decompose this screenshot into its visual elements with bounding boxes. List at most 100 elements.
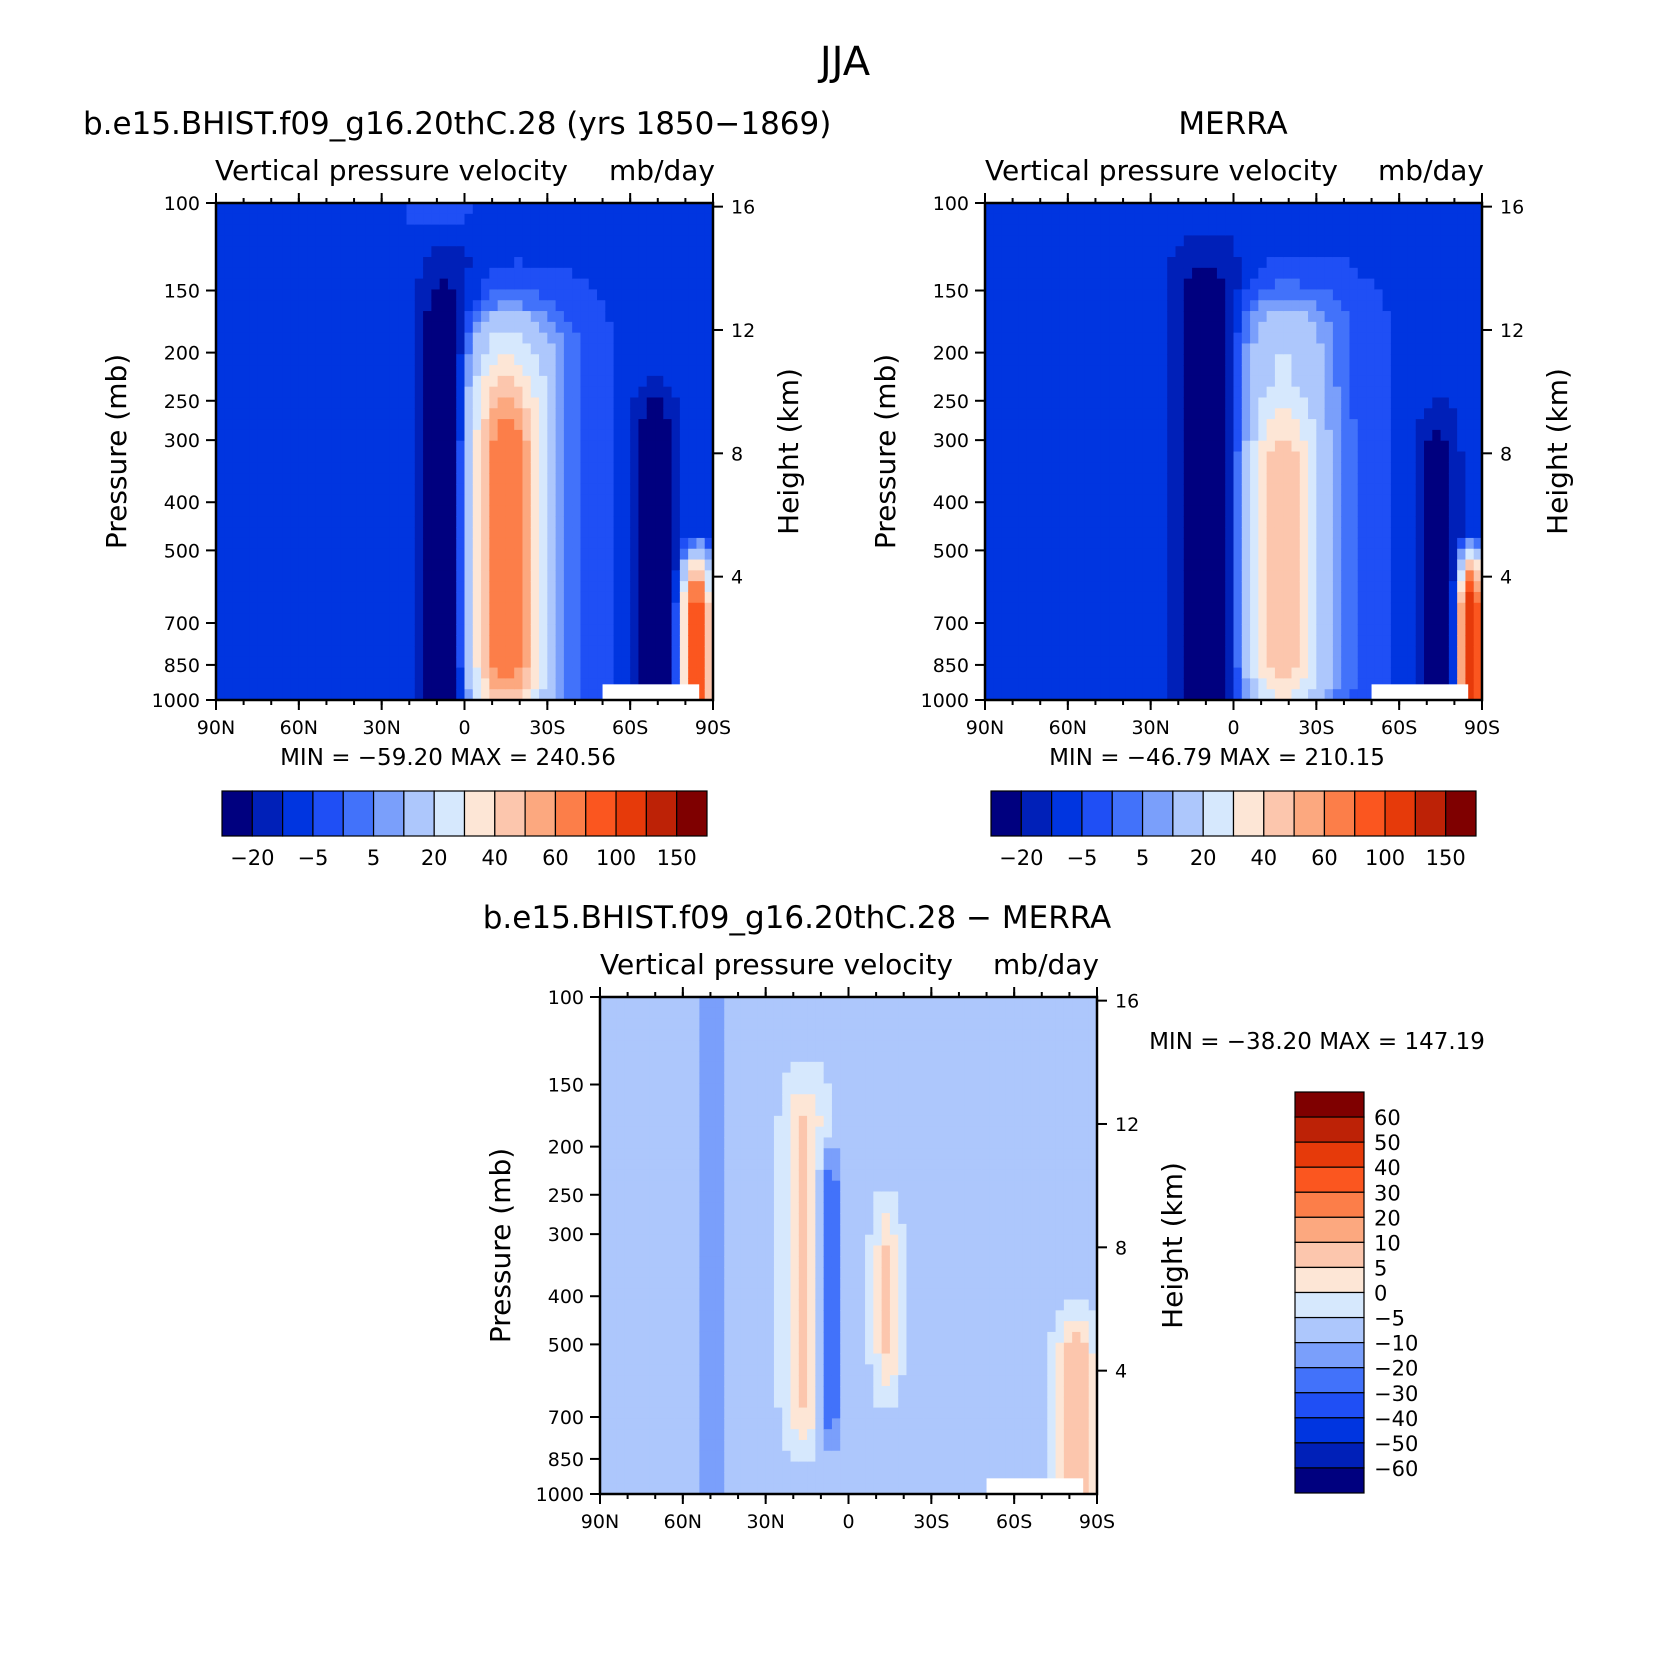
heatmap-cell <box>1009 516 1019 528</box>
heatmap-cell <box>1134 635 1143 647</box>
heatmap-cell <box>1324 300 1334 312</box>
heatmap-cell <box>1042 613 1052 625</box>
heatmap-cell <box>1200 365 1210 377</box>
heatmap-cell <box>1308 213 1317 226</box>
heatmap-cell <box>447 397 457 409</box>
heatmap-cell <box>1332 678 1342 690</box>
heatmap-cell <box>1225 645 1235 658</box>
heatmap-cell <box>1175 462 1185 474</box>
heatmap-cell <box>1225 440 1235 453</box>
heatmap-cell <box>1183 516 1193 528</box>
heatmap-cell <box>1100 624 1110 636</box>
heatmap-cell <box>224 548 234 561</box>
heatmap-cell <box>1250 246 1259 258</box>
heatmap-cell <box>1283 559 1293 571</box>
heatmap-cell <box>663 505 673 517</box>
heatmap-cell <box>1241 440 1251 453</box>
heatmap-cell <box>514 354 524 366</box>
heatmap-cell <box>514 246 524 258</box>
heatmap-cell <box>1134 257 1143 269</box>
heatmap-cell <box>290 311 300 323</box>
heatmap-cell <box>456 419 466 431</box>
heatmap-cell <box>597 689 606 701</box>
heatmap-cell <box>1076 408 1085 420</box>
heatmap-cell <box>505 602 515 615</box>
heatmap-cell <box>1274 278 1284 291</box>
heatmap-cell <box>1233 527 1243 539</box>
heatmap-cell <box>323 224 333 237</box>
heatmap-cell <box>323 408 333 420</box>
heatmap-cell <box>1175 483 1185 496</box>
heatmap-cell <box>497 678 507 690</box>
heatmap-cell <box>1034 419 1044 431</box>
heatmap-cell <box>1158 429 1168 442</box>
heatmap-cell <box>679 408 689 420</box>
heatmap-cell <box>1349 678 1359 690</box>
heatmap-cell <box>472 321 482 334</box>
heatmap-cell <box>1208 343 1218 355</box>
heatmap-cell <box>1009 635 1019 647</box>
heatmap-cell <box>249 516 259 528</box>
heatmap-cell <box>224 581 234 593</box>
heatmap-cell <box>497 537 507 550</box>
heatmap-cell <box>1216 678 1226 690</box>
heatmap-cell <box>1076 203 1085 215</box>
heatmap-cell <box>704 559 714 571</box>
heatmap-cell <box>696 689 706 701</box>
heatmap-cell <box>505 473 515 485</box>
heatmap-cell <box>588 613 598 625</box>
heatmap-cell <box>679 451 689 463</box>
heatmap-cell <box>1092 473 1102 485</box>
heatmap-cell <box>1324 505 1334 517</box>
heatmap-cell <box>555 311 565 323</box>
heatmap-cell <box>605 483 615 496</box>
heatmap-cell <box>1274 645 1284 658</box>
heatmap-cell <box>331 483 341 496</box>
panel-title: b.e15.BHIST.f09_g16.20thC.28 (yrs 1850−1… <box>83 106 831 142</box>
heatmap-cell <box>489 645 499 658</box>
heatmap-cell <box>993 321 1003 334</box>
heatmap-cell <box>1208 408 1218 420</box>
heatmap-cell <box>497 516 507 528</box>
heatmap-cell <box>1034 354 1044 366</box>
heatmap-cell <box>340 635 350 647</box>
heatmap-cell <box>356 213 366 226</box>
heatmap-cell <box>1266 267 1276 280</box>
heatmap-cell <box>1225 332 1235 345</box>
heatmap-cell <box>232 213 242 226</box>
heatmap-cell <box>1200 537 1210 550</box>
heatmap-cell <box>1150 473 1160 485</box>
heatmap-cell <box>1175 332 1185 345</box>
heatmap-cell <box>481 386 490 399</box>
heatmap-cell <box>588 224 598 237</box>
heatmap-cell <box>588 635 598 647</box>
heatmap-cell <box>365 300 374 312</box>
heatmap-cell <box>1092 311 1102 323</box>
heatmap-cell <box>1357 278 1367 291</box>
heatmap-cell <box>572 483 582 496</box>
heatmap-cell <box>423 289 432 301</box>
heatmap-cell <box>630 257 640 269</box>
heatmap-cell <box>1183 321 1193 334</box>
heatmap-cell <box>381 462 391 474</box>
heatmap-cell <box>1009 494 1019 507</box>
heatmap-cell <box>381 289 391 301</box>
heatmap-cell <box>679 462 689 474</box>
heatmap-cell <box>398 267 408 280</box>
heatmap-cell <box>522 343 532 355</box>
heatmap-cell <box>257 203 267 215</box>
heatmap-cell <box>1324 689 1334 701</box>
heatmap-cell <box>539 624 548 636</box>
heatmap-cell <box>605 678 615 690</box>
heatmap-cell <box>1018 483 1028 496</box>
heatmap-cell <box>323 516 333 528</box>
heatmap-cell <box>1167 224 1177 237</box>
heatmap-cell <box>555 354 565 366</box>
heatmap-cell <box>663 300 673 312</box>
heatmap-cell <box>1150 527 1160 539</box>
heatmap-cell <box>389 343 399 355</box>
heatmap-cell <box>696 332 706 345</box>
heatmap-cell <box>1026 678 1036 690</box>
heatmap-cell <box>1117 505 1127 517</box>
heatmap-cell <box>522 203 532 215</box>
